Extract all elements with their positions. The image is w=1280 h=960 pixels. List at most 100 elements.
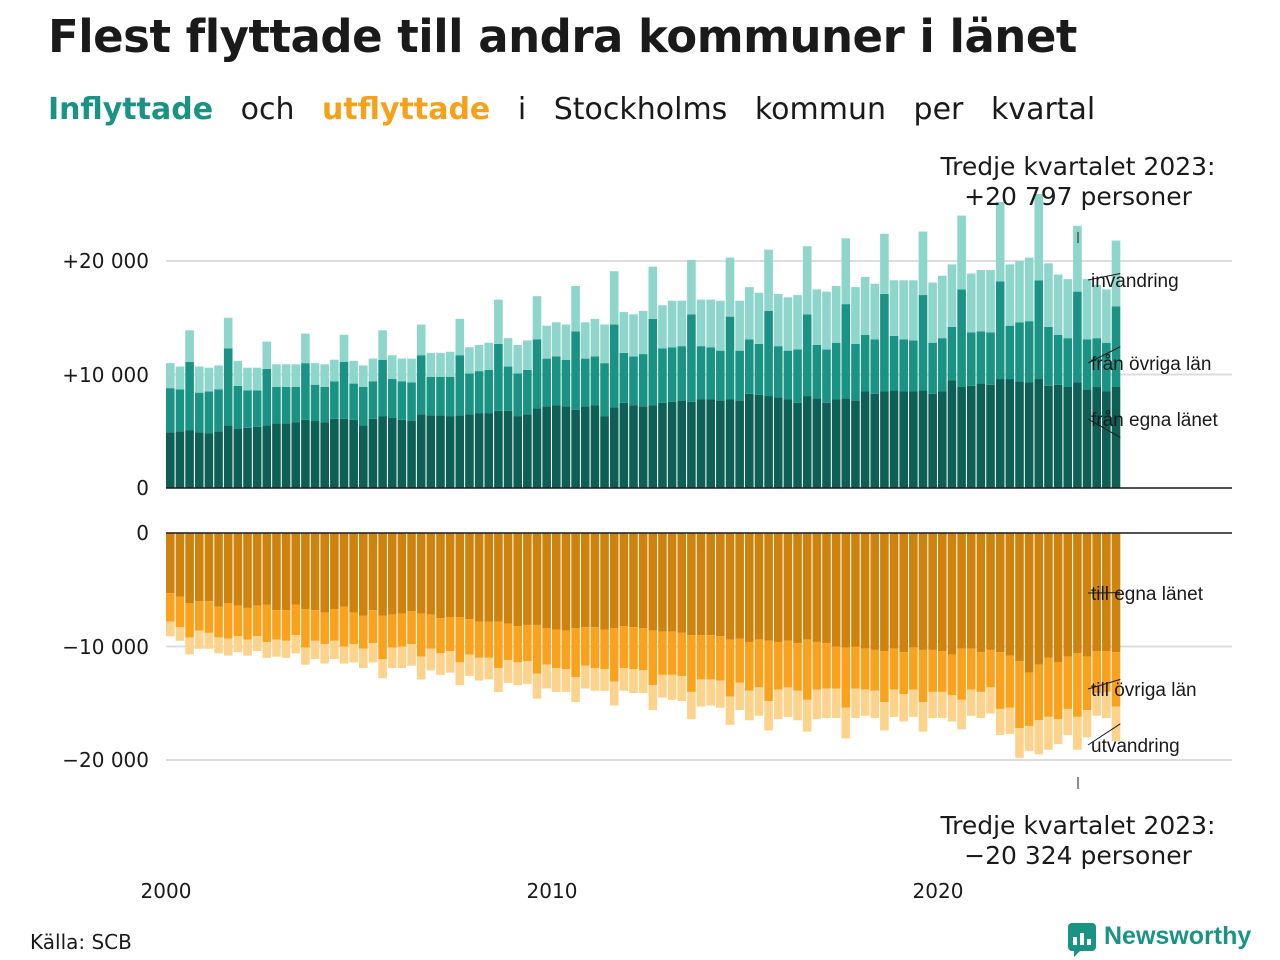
outflow-bar-segment (1082, 533, 1092, 657)
inflow-bar-segment (503, 366, 513, 411)
inflow-bar-segment (262, 341, 272, 369)
outflow-bar-segment (822, 688, 831, 719)
inflow-bar-segment (272, 364, 281, 387)
outflow-bar-segment (1044, 533, 1053, 658)
outflow-bar-segment (214, 606, 223, 638)
outflow-bar-segment (532, 673, 542, 699)
outflow-bar-segment (745, 690, 754, 721)
outflow-bar-segment (1092, 651, 1101, 694)
inflow-bar-segment (687, 259, 696, 315)
outflow-bar-segment (735, 533, 744, 639)
inflow-bar-segment (175, 366, 185, 390)
outflow-bar-segment (387, 647, 397, 669)
outflow-bar-segment (513, 662, 522, 686)
inflow-bar-segment (397, 381, 407, 420)
inflow-bar-segment (619, 352, 629, 403)
outflow-bar-segment (1005, 533, 1015, 656)
outflow-bar-segment (272, 533, 281, 611)
outflow-bar-segment (233, 605, 243, 637)
outflow-bar-segment (783, 533, 793, 641)
outflow-bar-segment (243, 639, 252, 656)
inflow-bar-segment (1044, 263, 1053, 327)
outflow-bar-segment (455, 533, 465, 617)
inflow-bar-segment (1102, 289, 1111, 343)
series-label: utvandring (1091, 736, 1180, 757)
inflow-bar-segment (725, 399, 735, 488)
outflow-bar-segment (552, 668, 561, 692)
inflow-bar-segment (677, 400, 687, 489)
inflow-bar-segment (310, 384, 320, 422)
outflow-bar-segment (648, 685, 658, 711)
outflow-bar-segment (175, 533, 185, 597)
outflow-bar-segment (204, 601, 214, 633)
outflow-bar-segment (802, 699, 812, 732)
outflow-bar-segment (831, 646, 841, 689)
inflow-bar-segment (339, 418, 349, 488)
inflow-bar-segment (416, 355, 426, 415)
outflow-bar-segment (416, 656, 426, 680)
outflow-bar-segment (609, 628, 619, 682)
inflow-bar-segment (301, 363, 310, 420)
outflow-bar-segment (368, 643, 378, 663)
outflow-bar-segment (909, 533, 918, 648)
outflow-bar-segment (909, 689, 918, 717)
inflow-bar-segment (1063, 386, 1073, 489)
outflow-bar-segment (773, 533, 783, 642)
outflow-bar-segment (262, 641, 272, 658)
inflow-bar-segment (359, 425, 368, 488)
outflow-bar-segment (841, 647, 851, 708)
outflow-bar-segment (262, 604, 272, 642)
top-y-tick-label: +10 000 (62, 363, 149, 387)
outflow-bar-segment (1082, 710, 1092, 738)
outflow-bar-segment (909, 647, 918, 690)
inflow-bar-segment (696, 399, 706, 488)
outflow-bar-segment (1044, 716, 1053, 750)
inflow-bar-segment (609, 271, 619, 325)
series-label-connector (1087, 678, 1121, 690)
inflow-bar-segment (552, 322, 561, 357)
inflow-bar-segment (281, 364, 291, 387)
outflow-bar-segment (889, 689, 899, 717)
inflow-bar-segment (523, 369, 532, 415)
inflow-bar-segment (387, 379, 397, 418)
outflow-bar-segment (513, 626, 522, 663)
inflow-bar-segment (938, 391, 947, 488)
inflow-bar-segment (262, 425, 272, 488)
inflow-bar-segment (1034, 280, 1044, 380)
x-tick-label: 2010 (527, 879, 578, 903)
outflow-bar-segment (938, 651, 947, 692)
inflow-bar-segment (214, 365, 223, 390)
outflow-bar-segment (359, 615, 368, 649)
outflow-bar-segment (310, 533, 320, 611)
inflow-bar-segment (928, 282, 937, 343)
inflow-bar-segment (301, 419, 310, 488)
inflow-bar-segment (629, 356, 638, 406)
inflow-bar-segment (947, 326, 957, 381)
inflow-bar-segment (1005, 264, 1015, 326)
inflow-bar-segment (812, 289, 822, 345)
inflow-bar-segment (310, 421, 320, 488)
outflow-bar-segment (580, 627, 590, 666)
inflow-bar-segment (397, 419, 407, 488)
outflow-bar-segment (301, 533, 310, 610)
inflow-bar-segment (1024, 257, 1034, 322)
inflow-bar-segment (330, 359, 339, 382)
inflow-bar-segment (725, 257, 735, 317)
inflow-bar-segment (880, 391, 889, 488)
inflow-bar-segment (387, 355, 397, 380)
outflow-bar-segment (851, 533, 860, 647)
outflow-bar-segment (918, 649, 928, 703)
outflow-bar-segment (947, 654, 957, 696)
outflow-bar-segment (474, 621, 484, 658)
outflow-bar-segment (552, 629, 561, 669)
inflow-bar-segment (503, 410, 513, 488)
inflow-bar-segment (185, 362, 194, 431)
outflow-bar-segment (397, 533, 407, 614)
outflow-bar-segment (1034, 720, 1044, 755)
inflow-bar-segment (484, 369, 494, 414)
inflow-bar-segment (359, 386, 368, 426)
outflow-bar-segment (764, 640, 773, 701)
outflow-bar-segment (330, 533, 339, 610)
outflow-bar-segment (532, 624, 542, 674)
inflow-bar-segment (532, 408, 542, 488)
